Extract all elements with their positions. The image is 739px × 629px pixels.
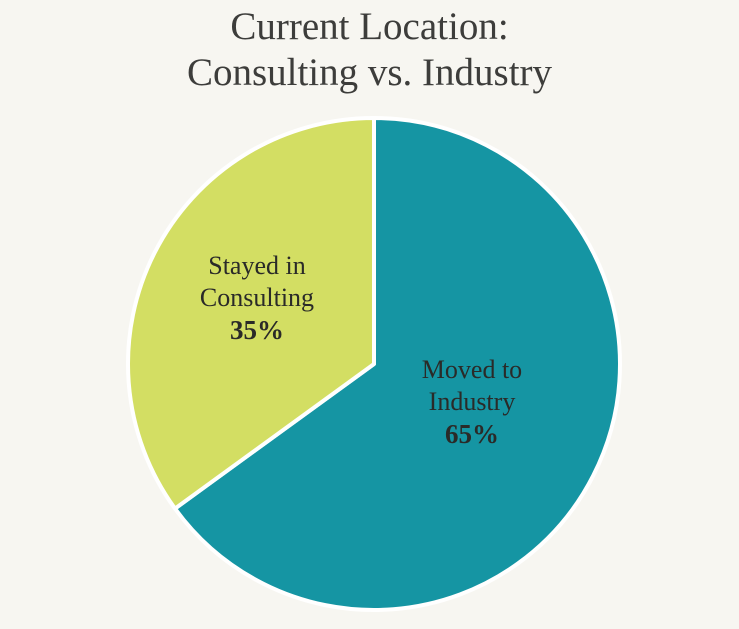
slice-label-1-line-2: Industry <box>429 387 516 416</box>
pie-slices <box>126 116 622 612</box>
chart-title-line-2: Consulting vs. Industry <box>186 51 553 94</box>
pie-slice-2 <box>126 116 376 511</box>
slice-label-2-line-2: Consulting <box>200 283 314 312</box>
slice-label-2-line-1: Stayed in <box>208 251 306 280</box>
slice-label-1-line-1: Moved to <box>422 355 522 384</box>
pie-slice-1 <box>172 116 622 612</box>
pie-labels: Moved to Industry 65% Stayed in Consulting 35… <box>200 251 522 449</box>
slice-value-2: 35% <box>230 315 284 345</box>
chart-title-line-1: Current Location: <box>230 5 509 48</box>
chart-title: Current Location: Consulting vs. Industr… <box>0 4 739 96</box>
slice-value-1: 65% <box>445 419 499 449</box>
